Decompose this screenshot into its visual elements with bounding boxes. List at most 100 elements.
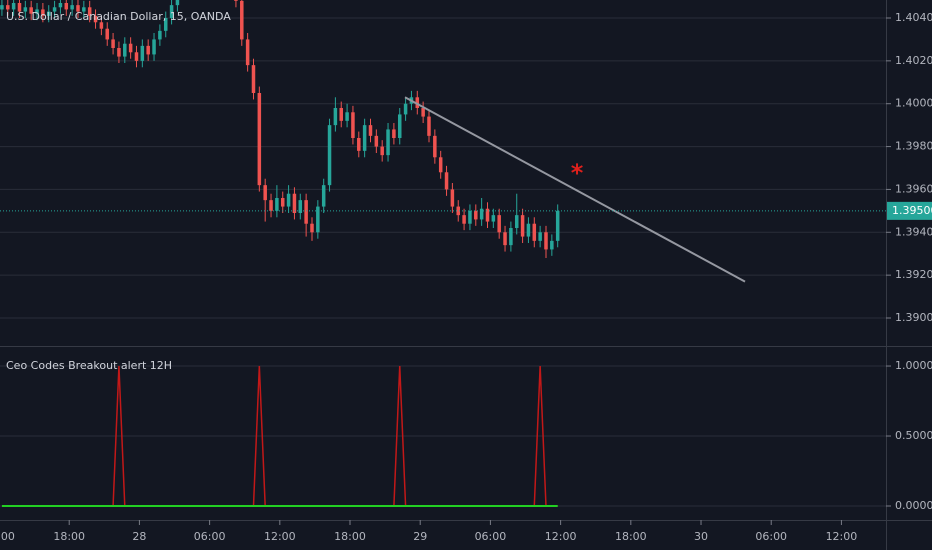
y-tick-label: 1.39400 (895, 225, 932, 238)
candle-body (6, 5, 10, 10)
candle-body (526, 223, 531, 237)
candle-body (163, 18, 168, 31)
price-pane (0, 0, 886, 283)
chart-title: U.S. Dollar / Canadian Dollar, 15, OANDA (6, 10, 231, 23)
candle-body (374, 135, 379, 147)
candle-body (257, 93, 262, 186)
candle-body (380, 146, 384, 156)
candle-body (538, 232, 542, 241)
candle-body (514, 215, 519, 228)
x-tick-label: 12:00 (0, 530, 15, 543)
candle-body (175, 0, 180, 6)
candle-body (362, 125, 367, 151)
candle-body (76, 5, 80, 12)
candle-body (158, 30, 162, 40)
candle-body (58, 3, 63, 8)
candle-body (386, 129, 390, 156)
candle-body (333, 108, 338, 126)
x-tick-label: 18:00 (615, 530, 647, 543)
candle-body (128, 43, 133, 53)
candle-body (35, 9, 39, 14)
indicator-title: Ceo Codes Breakout alert 12H (6, 359, 172, 372)
candle-body (46, 11, 51, 16)
candle-body (263, 185, 267, 201)
candle-body (497, 215, 501, 233)
x-tick-label: 18:00 (53, 530, 85, 543)
candle-body (438, 157, 443, 173)
candle-body (509, 228, 513, 246)
y-tick-label: 1.40200 (895, 54, 932, 67)
x-tick-label: 30 (694, 530, 708, 543)
candle-body (234, 0, 238, 1)
candle-body (456, 206, 460, 216)
candle-body (532, 223, 537, 241)
candle-body (82, 7, 86, 12)
candle-body (520, 215, 525, 237)
y-tick-label: 1.40400 (895, 11, 932, 24)
candle-body (140, 45, 145, 61)
candle-body (339, 108, 343, 121)
candle-body (152, 39, 156, 55)
x-tick-label: 18:00 (334, 530, 366, 543)
candle-body (450, 189, 455, 207)
y-tick-label: 1.40000 (895, 97, 932, 110)
candle-body (23, 7, 28, 12)
candle-body (427, 116, 431, 136)
candle-body (421, 108, 425, 117)
candle-body (64, 3, 69, 10)
candle-body (292, 193, 297, 213)
candle-body (345, 112, 349, 121)
candle-body (433, 135, 437, 158)
candle-body (275, 198, 279, 211)
candle-body (134, 52, 139, 61)
axis-layer: 1.40400 1.40200 1.40000 1.39800 1.39600 1.394… (0, 11, 932, 543)
candle-body (555, 210, 560, 241)
candle-body (368, 125, 373, 136)
candle-body (351, 112, 355, 138)
candle-body (123, 43, 127, 57)
candle-body (29, 7, 33, 14)
candle-body (169, 5, 174, 19)
candle-body (550, 240, 554, 250)
x-tick-label: 28 (132, 530, 146, 543)
indicator-pane (1, 366, 558, 508)
candle-body (403, 103, 408, 115)
candle-body (491, 215, 496, 222)
candle-body (240, 0, 244, 40)
x-tick-label: 12:00 (264, 530, 296, 543)
drawing-asterisk: * (571, 159, 584, 187)
y-tick-label: 1.39600 (895, 182, 932, 195)
candle-body (286, 193, 291, 207)
candle-body (17, 3, 22, 12)
candle-body (87, 7, 92, 16)
candle-body (357, 138, 361, 151)
y-tick-label: 1.39200 (895, 268, 932, 281)
last-price-label: 1.39500 (892, 204, 932, 217)
candle-body (269, 200, 273, 211)
x-tick-label: 12:00 (545, 530, 577, 543)
candle-body (0, 5, 4, 10)
candle-body (316, 206, 320, 233)
candle-body (444, 172, 449, 190)
candle-body (93, 15, 98, 23)
candle-body (485, 208, 490, 222)
candle-body (117, 48, 121, 57)
last-price-box (887, 201, 932, 220)
candle-body (111, 39, 115, 48)
candle-body (415, 97, 420, 108)
candle-body (146, 45, 150, 55)
candle-body (397, 114, 402, 138)
candle-body (99, 22, 104, 29)
x-tick-label: 12:00 (826, 530, 858, 543)
x-tick-label: 06:00 (475, 530, 507, 543)
candle-body (41, 9, 45, 16)
candle-body (310, 223, 314, 233)
candle-body (52, 7, 57, 12)
candle-body (304, 200, 308, 224)
x-tick-label: 06:00 (194, 530, 226, 543)
